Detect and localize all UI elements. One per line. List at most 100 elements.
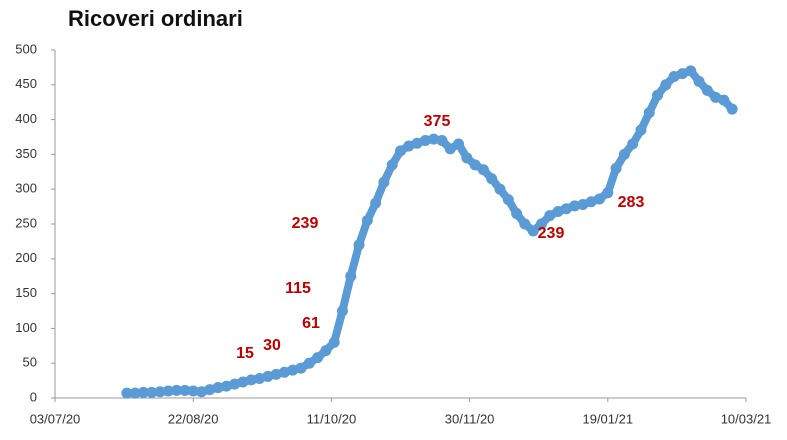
y-tick-label: 250 <box>15 215 37 230</box>
annotation: 61 <box>302 315 320 332</box>
data-point <box>345 270 357 282</box>
data-point <box>328 336 340 348</box>
x-tick-label: 10/03/21 <box>721 411 772 426</box>
data-point <box>320 345 332 357</box>
data-point <box>121 387 133 399</box>
data-point <box>652 89 664 101</box>
data-point <box>171 384 183 396</box>
data-point <box>137 386 149 398</box>
data-point <box>444 143 456 155</box>
data-point <box>453 138 465 150</box>
data-point <box>693 75 705 87</box>
data-point <box>312 352 324 364</box>
data-point <box>220 380 232 392</box>
data-point <box>212 382 224 394</box>
data-point <box>129 387 141 399</box>
data-point <box>635 124 647 136</box>
data-point <box>560 203 572 215</box>
y-tick-label: 350 <box>15 146 37 161</box>
data-point <box>295 362 307 374</box>
data-point <box>527 225 539 237</box>
data-point <box>146 386 158 398</box>
data-point <box>569 200 581 212</box>
data-point <box>701 84 713 96</box>
data-point <box>627 138 639 150</box>
data-point <box>486 173 498 185</box>
data-point <box>303 357 315 369</box>
y-tick-label: 200 <box>15 250 37 265</box>
data-point <box>154 386 166 398</box>
x-tick-label: 11/10/20 <box>307 411 357 426</box>
y-tick-label: 500 <box>15 41 37 56</box>
data-point <box>361 215 373 227</box>
data-point <box>519 218 531 230</box>
data-point <box>411 137 423 149</box>
data-point <box>469 159 481 171</box>
data-point <box>270 368 282 380</box>
x-tick-label: 03/07/20 <box>30 411 81 426</box>
x-tick-label: 30/11/20 <box>445 411 495 426</box>
data-point <box>726 103 738 115</box>
data-point <box>287 364 299 376</box>
data-point <box>245 374 257 386</box>
annotation: 375 <box>424 113 451 130</box>
data-point <box>585 196 597 208</box>
data-point <box>618 148 630 160</box>
y-tick-label: 300 <box>15 181 37 196</box>
data-point <box>336 305 348 317</box>
data-point <box>436 134 448 146</box>
y-tick-label: 50 <box>23 355 37 370</box>
data-point <box>676 68 688 80</box>
x-tick-label: 22/08/20 <box>168 411 219 426</box>
annotation: 239 <box>538 225 565 242</box>
x-tick-label: 19/01/21 <box>582 411 633 426</box>
annotation: 283 <box>618 194 645 211</box>
data-point <box>660 79 672 91</box>
annotation: 115 <box>285 280 311 297</box>
y-tick-label: 100 <box>15 320 37 335</box>
data-point <box>187 385 199 397</box>
data-point <box>419 134 431 146</box>
data-point <box>403 140 415 152</box>
data-point <box>544 210 556 222</box>
data-point <box>428 133 440 145</box>
data-point <box>710 91 722 103</box>
chart-title: Ricoveri ordinari <box>68 6 243 31</box>
data-point <box>386 159 398 171</box>
data-point <box>668 70 680 82</box>
data-point <box>229 378 241 390</box>
data-point <box>162 385 174 397</box>
data-point <box>370 197 382 209</box>
data-point <box>254 373 266 385</box>
data-point <box>195 386 207 398</box>
data-point <box>594 193 606 205</box>
data-point <box>552 205 564 217</box>
data-point <box>237 376 249 388</box>
data-point <box>204 384 216 396</box>
data-point <box>494 183 506 195</box>
data-point <box>718 94 730 106</box>
data-point <box>577 199 589 211</box>
y-tick-label: 0 <box>30 389 37 404</box>
data-point <box>602 187 614 199</box>
data-point <box>378 176 390 188</box>
data-point <box>685 65 697 77</box>
data-point <box>511 208 523 220</box>
data-point <box>353 239 365 251</box>
y-tick-label: 450 <box>15 76 37 91</box>
data-point <box>461 152 473 164</box>
annotation: 30 <box>263 337 281 354</box>
data-point <box>179 384 191 396</box>
data-point <box>477 164 489 176</box>
y-tick-label: 400 <box>15 111 37 126</box>
data-point <box>610 162 622 174</box>
annotation: 239 <box>292 215 319 232</box>
data-point <box>395 145 406 157</box>
data-point <box>643 107 655 119</box>
data-point <box>278 366 290 378</box>
data-point <box>535 218 547 230</box>
data-point <box>502 194 514 206</box>
data-point <box>262 370 274 382</box>
y-tick-label: 150 <box>15 285 37 300</box>
